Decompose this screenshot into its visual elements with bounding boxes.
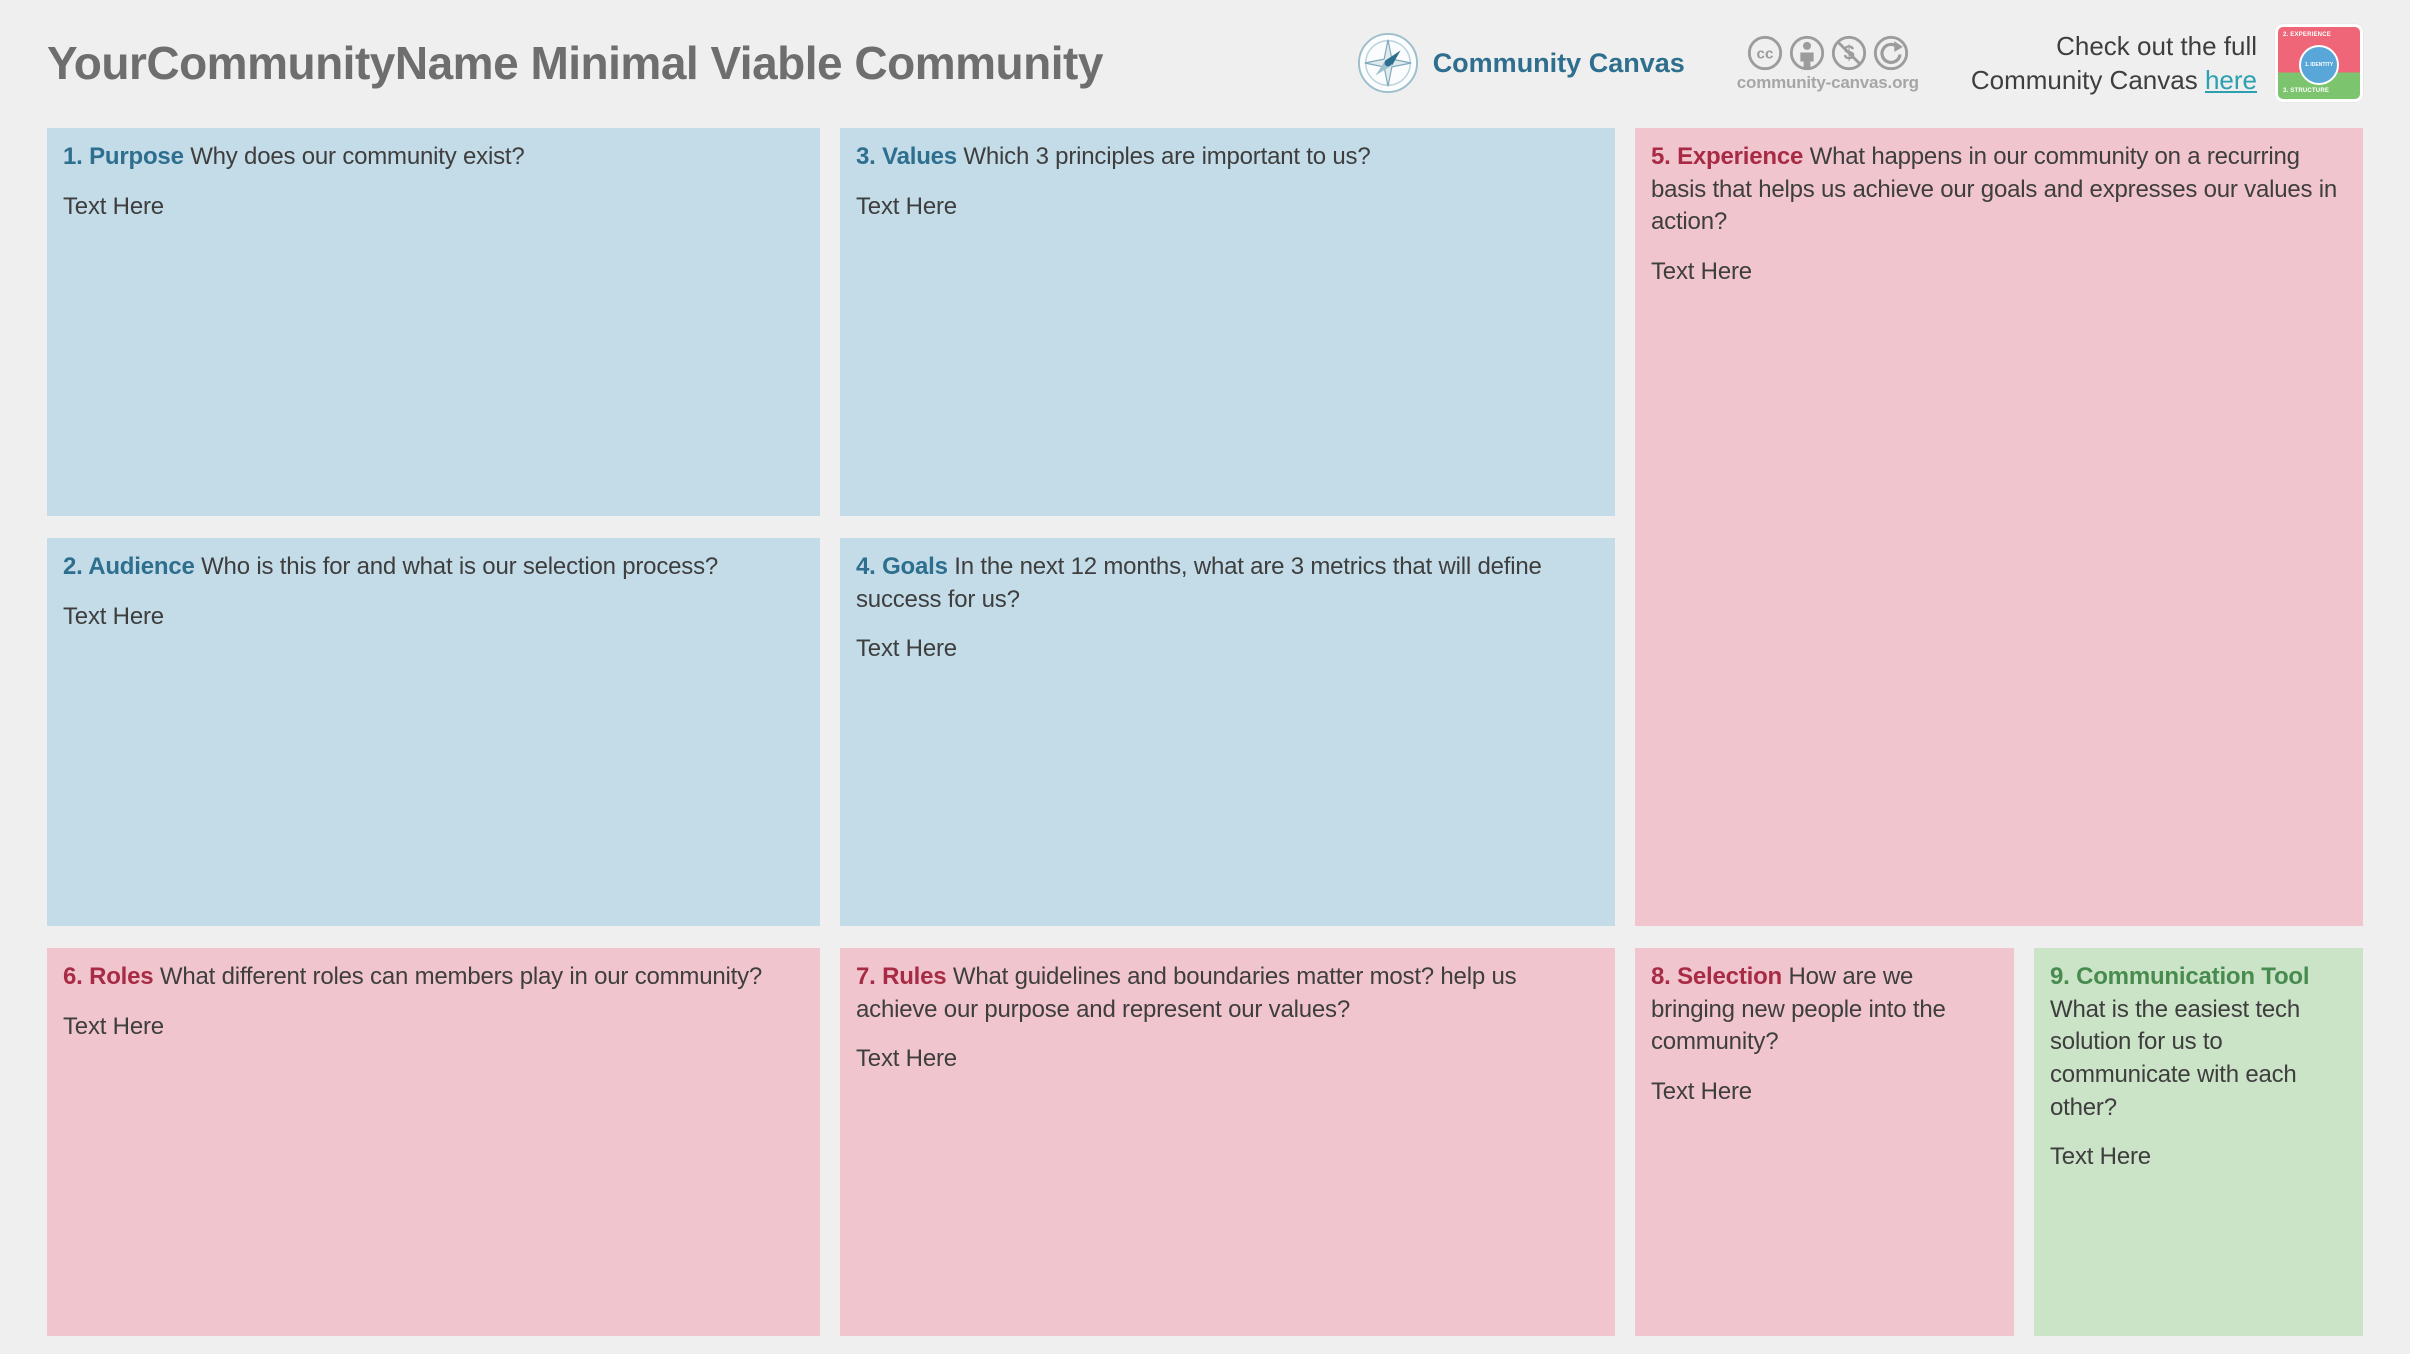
card-question-line: 5. Experience What happens in our commun… <box>1651 141 2347 239</box>
text-here-placeholder[interactable]: Text Here <box>856 192 957 220</box>
card-question-line: 2. Audience Who is this for and what is … <box>63 551 804 584</box>
community-canvas-thumbnail: 2. EXPERIENCE 1. IDENTITY 3. STRUCTURE <box>2275 24 2363 102</box>
license-block: cc $ community-canvas.org <box>1737 34 1919 93</box>
card-question: Which 3 principles are important to us? <box>963 143 1371 170</box>
card-question: How are we bringing new people into the … <box>1651 963 1946 1056</box>
card-question-line: 7. Rules What guidelines and boundaries … <box>856 961 1599 1026</box>
cc-icon: cc <box>1747 35 1782 70</box>
card-question-line: 9. Communication Tool What is the easies… <box>2050 961 2347 1124</box>
card-experience: 5. Experience What happens in our commun… <box>1635 128 2363 926</box>
text-here-placeholder[interactable]: Text Here <box>856 1045 957 1073</box>
card-rules: 7. Rules What guidelines and boundaries … <box>840 948 1615 1336</box>
card-question-line: 1. Purpose Why does our community exist? <box>63 141 804 174</box>
card-selection: 8. Selection How are we bringing new peo… <box>1635 948 2014 1336</box>
page-title: YourCommunityName Minimal Viable Communi… <box>47 36 1103 90</box>
card-goals: 4. Goals In the next 12 months, what are… <box>840 538 1615 926</box>
brand-name: Community Canvas <box>1432 47 1685 78</box>
thumb-structure-label: 3. STRUCTURE <box>2283 88 2330 94</box>
card-question-line: 6. Roles What different roles can member… <box>63 961 804 994</box>
callout-line2: Community Canvas here <box>1970 65 2257 95</box>
card-question: Who is this for and what is our selectio… <box>201 553 719 580</box>
card-question: In the next 12 months, what are 3 metric… <box>856 553 1542 613</box>
callout-line1: Check out the full <box>2056 30 2257 61</box>
card-values: 3. Values Which 3 principles are importa… <box>840 128 1615 516</box>
card-question: What different roles can members play in… <box>159 963 763 990</box>
card-heading: 8. Selection <box>1651 963 1782 990</box>
card-question: What is the easiest tech solution for us… <box>2050 995 2300 1121</box>
non-commercial-icon: $ <box>1831 35 1866 70</box>
community-name: YourCommunityName <box>47 37 519 89</box>
card-roles: 6. Roles What different roles can member… <box>47 948 820 1336</box>
text-here-placeholder[interactable]: Text Here <box>2050 1143 2151 1171</box>
thumb-identity-circle: 1. IDENTITY <box>2299 45 2339 86</box>
text-here-placeholder[interactable]: Text Here <box>63 1012 164 1040</box>
card-heading: 9. Communication Tool <box>2050 963 2310 990</box>
card-heading: 2. Audience <box>63 553 195 580</box>
callout: Check out the full Community Canvas here <box>1971 29 2257 98</box>
card-heading: 1. Purpose <box>63 143 184 170</box>
header: YourCommunityName Minimal Viable Communi… <box>0 0 2410 104</box>
compass-icon <box>1357 32 1418 94</box>
text-here-placeholder[interactable]: Text Here <box>1651 257 1752 285</box>
card-heading: 4. Goals <box>856 553 948 580</box>
license-site: community-canvas.org <box>1736 72 1919 92</box>
brand: Community Canvas <box>1357 32 1685 94</box>
card-question: What guidelines and boundaries matter mo… <box>856 963 1517 1023</box>
card-heading: 6. Roles <box>63 963 154 990</box>
card-question: What happens in our community on a recur… <box>1651 143 2338 236</box>
card-audience: 2. Audience Who is this for and what is … <box>47 538 820 926</box>
card-question: Why does our community exist? <box>190 143 525 170</box>
text-here-placeholder[interactable]: Text Here <box>63 192 164 220</box>
attribution-icon <box>1789 35 1824 70</box>
card-purpose: 1. Purpose Why does our community exist?… <box>47 128 820 516</box>
text-here-placeholder[interactable]: Text Here <box>63 602 164 630</box>
svg-text:cc: cc <box>1756 45 1773 62</box>
license-icons: cc $ <box>1737 34 1919 72</box>
card-question-line: 3. Values Which 3 principles are importa… <box>856 141 1599 174</box>
card-question-line: 4. Goals In the next 12 months, what are… <box>856 551 1599 616</box>
thumb-experience-label: 2. EXPERIENCE <box>2283 32 2331 38</box>
canvas-link[interactable]: here <box>2204 65 2257 95</box>
text-here-placeholder[interactable]: Text Here <box>856 635 957 663</box>
card-heading: 5. Experience <box>1651 143 1804 170</box>
share-alike-icon <box>1873 35 1908 70</box>
card-heading: 7. Rules <box>856 963 947 990</box>
canvas-grid: 1. Purpose Why does our community exist?… <box>47 128 2363 1336</box>
card-communication-tool: 9. Communication Tool What is the easies… <box>2034 948 2363 1336</box>
header-right: Community Canvas cc $ <box>1357 24 2363 102</box>
card-heading: 3. Values <box>856 143 957 170</box>
card-question-line: 8. Selection How are we bringing new peo… <box>1651 961 1998 1059</box>
text-here-placeholder[interactable]: Text Here <box>1651 1077 1752 1105</box>
canvas-title: Minimal Viable Community <box>530 37 1103 89</box>
